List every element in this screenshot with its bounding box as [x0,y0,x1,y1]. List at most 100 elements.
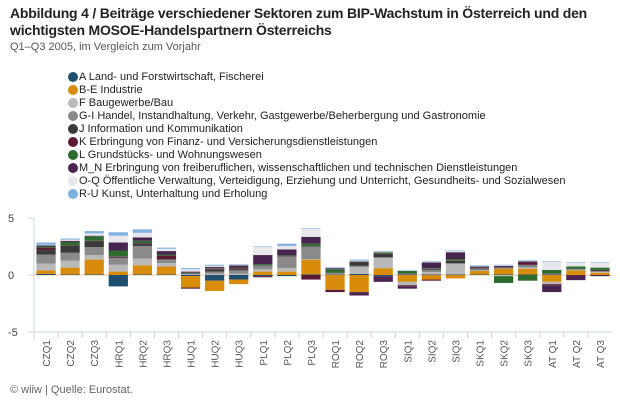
bar-segment [156,259,177,260]
bar-segment [566,269,586,270]
x-category-label: SIQ1 [403,340,414,363]
x-category-label: HRQ2 [138,340,149,368]
bar-segment [229,275,249,280]
bar-segment [84,255,104,260]
legend-item[interactable]: K Erbringung von Finanz- und Versicherun… [68,135,566,148]
bar-segment [566,275,586,281]
bar-segment [180,274,201,275]
x-category-label: CZQ2 [66,340,77,367]
legend-swatch-icon [68,97,78,108]
bar-segment [397,275,417,282]
bar-segment [60,260,80,268]
bar-segment [421,268,442,269]
legend-swatch-icon [68,110,78,121]
bar-segment [445,260,466,264]
bar-segment [397,269,417,271]
bar-segment [518,261,538,263]
bar-segment [542,284,562,286]
bar-segment [229,270,249,274]
bar-segment [542,261,562,262]
bar-segment [542,269,562,274]
bar-segment [180,269,201,272]
bar-segment [349,265,369,268]
bar-segment [445,274,466,275]
bar-segment [518,260,538,262]
legend-item[interactable]: G-I Handel, Instandhaltung, Verkehr, Gas… [68,109,566,122]
bar-segment [493,275,514,277]
legend-item[interactable]: M_N Erbringung von freiberuflichen, wiss… [68,161,566,174]
bar-segment [590,272,610,273]
bar-segment [108,250,128,257]
bar-segment [493,276,514,283]
bar-segment [36,245,56,247]
legend-label: M_N Erbringung von freiberuflichen, wiss… [79,161,518,174]
bar-segment [469,265,490,267]
bar-segment [469,274,490,275]
bar-segment [373,276,393,282]
bar-segment [277,271,297,275]
bar-segment [180,272,201,274]
y-tick-label: 5 [8,213,14,225]
bar-segment [493,268,514,275]
bar-segment [349,292,369,296]
legend-item[interactable]: A Land- und Forstwirtschaft, Fischerei [68,70,566,83]
bar-segment [204,264,225,266]
legend-item[interactable]: L Grundstücks- und Wohnungswesen [68,148,566,161]
legend-item[interactable]: O-Q Öffentliche Verwaltung, Verteidigung… [68,174,566,187]
x-category-label: SIQ3 [451,340,462,363]
bar-segment [493,266,514,268]
x-category-label: HRQ3 [162,340,173,368]
bar-segment [60,245,80,246]
x-category-label: CZQ1 [42,340,53,367]
bar-segment [397,271,417,274]
bar-segment [180,287,201,289]
bar-segment [156,255,177,260]
bar-segment [397,273,417,274]
x-category-label: AT Q1 [548,340,559,368]
bar-segment [156,251,177,255]
x-category-label: SKQ3 [524,340,535,367]
bar-segment [566,266,586,269]
bar-segment [590,272,610,275]
bar-segment [301,243,321,246]
bar-segment [229,273,249,275]
bar-segment [156,248,177,252]
bar-segment [493,265,514,267]
bar-segment [349,262,369,266]
bar-segment [277,245,297,250]
legend-item[interactable]: B-E Industrie [68,83,566,96]
bar-segment [590,271,610,273]
bar-segment [229,268,249,270]
bar-segment [301,228,321,229]
legend-swatch-icon [68,123,78,134]
bar-segment [229,269,249,271]
bar-segment [253,264,273,266]
x-category-label: ROQ2 [355,340,366,369]
bar-segment [445,275,466,279]
legend-label: O-Q Öffentliche Verwaltung, Verteidigung… [79,174,566,187]
bar-segment [36,249,56,255]
legend-item[interactable]: F Baugewerbe/Bau [68,96,566,109]
bar-segment [373,252,393,254]
legend-item[interactable]: R-U Kunst, Unterhaltung und Erholung [68,187,566,200]
bar-segment [518,274,538,275]
x-category-label: ROQ1 [331,340,342,369]
bar-segment [156,254,177,256]
legend-swatch-icon [68,175,78,186]
bar-segment [36,242,56,245]
bar-segment [156,274,177,275]
bar-segment [325,267,345,269]
bar-segment [445,250,466,252]
bar-segment [60,245,80,253]
bar-segment [469,268,490,269]
legend-item[interactable]: J Information und Kommunikation [68,122,566,135]
bar-segment [36,263,56,271]
bar-segment [349,261,369,263]
bar-segment [397,281,417,286]
bar-segment [349,275,369,293]
y-tick-label: 0 [8,270,14,282]
bar-segment [60,252,80,261]
bar-segment [108,264,128,272]
bar-segment [277,275,297,277]
bar-segment [132,243,153,244]
